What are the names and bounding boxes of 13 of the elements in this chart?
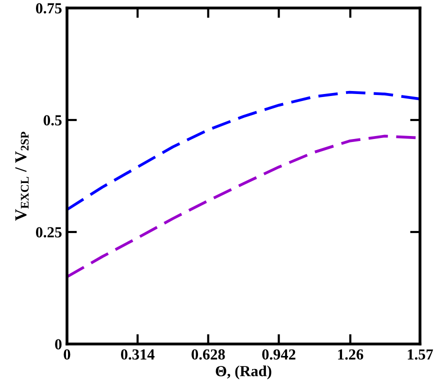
y-tick-label: 0.75 xyxy=(36,3,62,14)
y-axis-title: V$_{EXCL}$ / V$_{2SP}$ xyxy=(15,132,29,221)
y-tick-label: 0 xyxy=(55,339,62,350)
x-tick-label: 0 xyxy=(64,349,70,360)
line-series xyxy=(67,90,420,211)
x-tick-label: 0.628 xyxy=(192,349,225,360)
y-tick-label: 0.25 xyxy=(36,227,62,238)
x-axis-title: Θ, (Rad) xyxy=(216,365,272,380)
x-tick-label: 0.314 xyxy=(120,349,155,360)
x-tick-label: 1.57 xyxy=(408,349,433,360)
y-tick-label: 0.5 xyxy=(44,115,62,126)
x-tick-label: 1.26 xyxy=(338,349,364,360)
x-tick-label: 0.942 xyxy=(262,349,296,360)
